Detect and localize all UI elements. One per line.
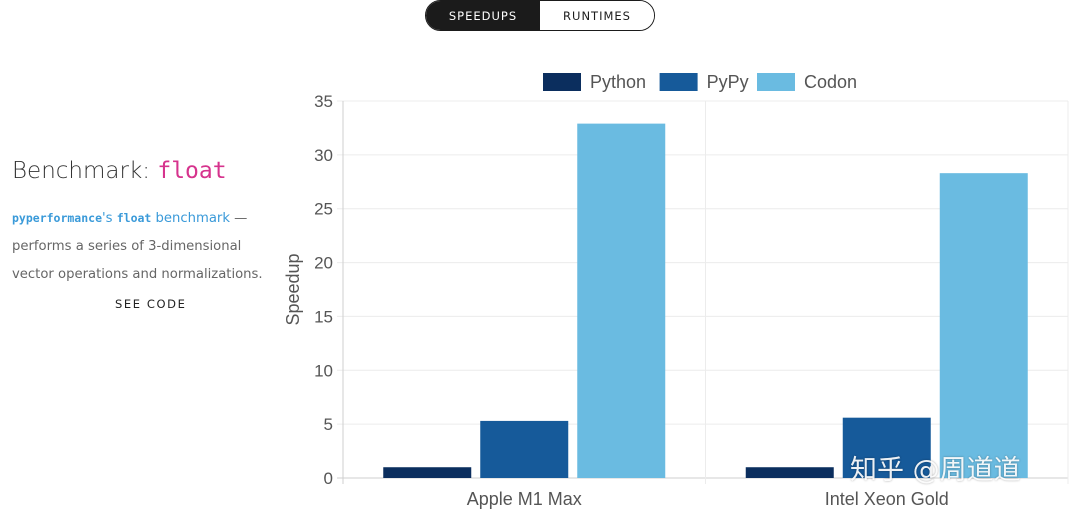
possessive-suffix: 's	[102, 211, 113, 226]
y-tick-label: 25	[314, 200, 333, 219]
legend-label-codon: Codon	[804, 72, 857, 92]
see-code-button[interactable]: SEE CODE	[115, 297, 187, 311]
legend-swatch-codon	[757, 73, 795, 91]
runtimes-tab[interactable]: RUNTIMES	[540, 1, 654, 30]
y-tick-label: 15	[314, 307, 333, 326]
bar-codon	[577, 123, 666, 479]
y-tick-label: 20	[314, 254, 333, 273]
bar-pypy	[480, 420, 569, 478]
x-tick-label: Intel Xeon Gold	[825, 489, 949, 509]
y-tick-label: 10	[314, 361, 333, 380]
benchmark-name: float	[157, 158, 227, 184]
benchmark-title: Benchmark: float	[12, 158, 227, 184]
benchmark-label: Benchmark:	[12, 158, 151, 184]
x-tick-label: Apple M1 Max	[467, 489, 582, 509]
legend-label-pypy: PyPy	[707, 72, 749, 92]
y-axis-title: Speedup	[283, 253, 303, 325]
pyperformance-link[interactable]: pyperformance	[12, 211, 103, 225]
desc-text: performs a series of 3-dimensional vecto…	[12, 239, 263, 282]
bar-python	[745, 467, 834, 478]
y-tick-label: 35	[314, 92, 333, 111]
benchmark-description: pyperformance's float benchmark — perfor…	[12, 204, 274, 289]
legend-swatch-python	[543, 73, 581, 91]
y-tick-label: 5	[324, 415, 333, 434]
zhihu-watermark: 知乎 @周道道	[850, 455, 1021, 486]
bar-pypy	[842, 417, 931, 478]
legend-label-python: Python	[590, 72, 646, 92]
bar-python	[383, 467, 472, 478]
y-tick-label: 30	[314, 146, 333, 165]
benchmark-link[interactable]: benchmark	[155, 211, 230, 226]
bar-codon	[939, 173, 1028, 478]
legend-swatch-pypy	[659, 73, 698, 91]
speedups-tab[interactable]: SPEEDUPS	[426, 1, 540, 30]
desc-dash: —	[229, 211, 248, 226]
y-tick-label: 0	[324, 469, 333, 488]
view-toggle: SPEEDUPS RUNTIMES	[425, 0, 655, 31]
float-code-link[interactable]: float	[116, 211, 152, 225]
